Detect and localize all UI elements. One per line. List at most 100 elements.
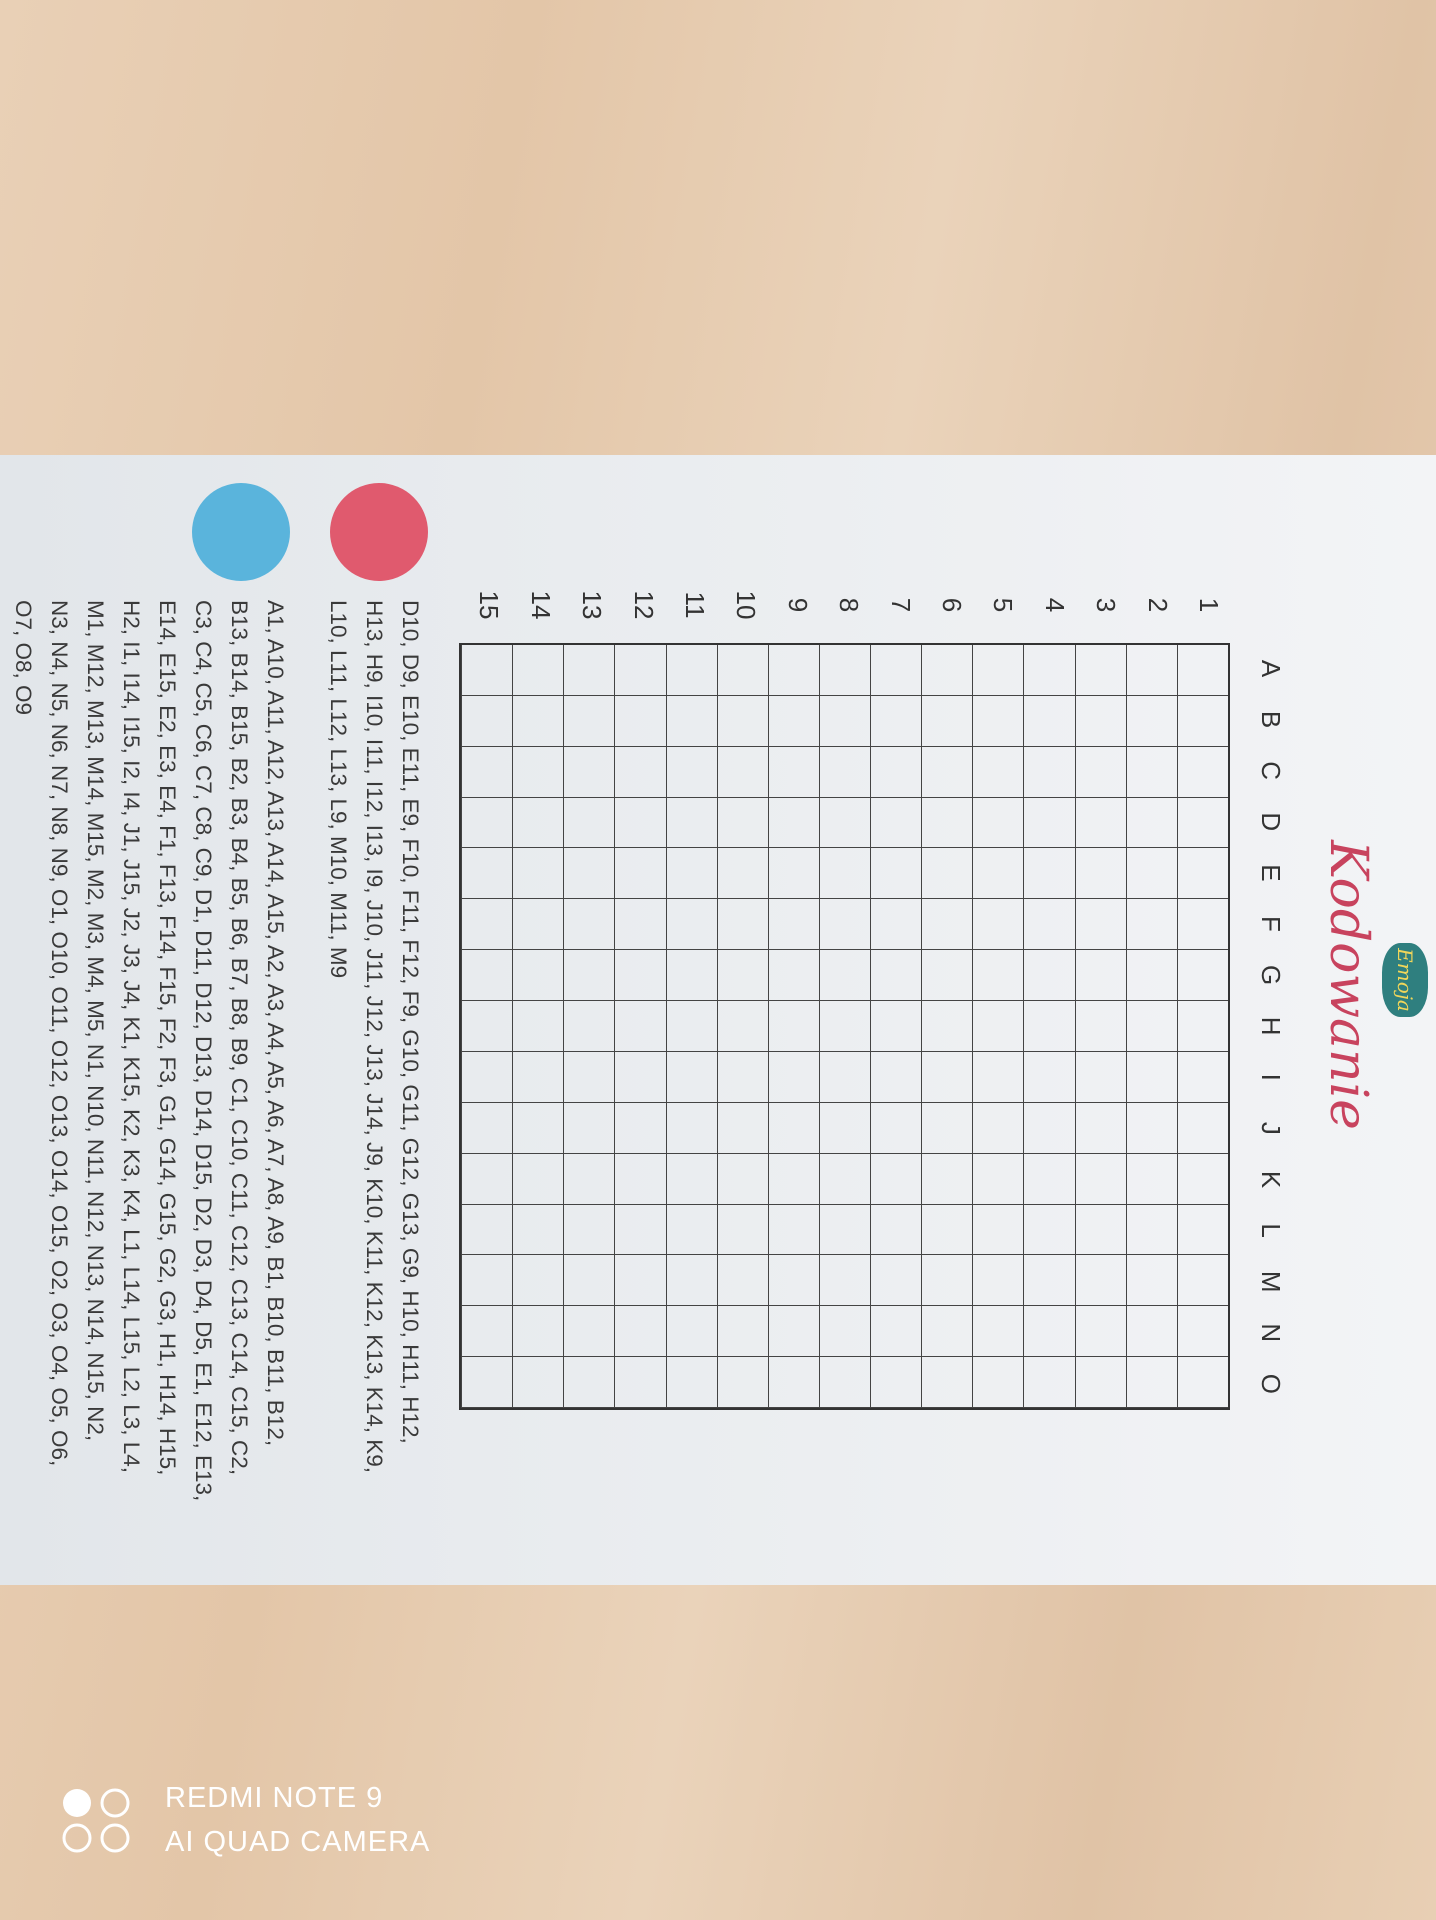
- grid-cell[interactable]: [818, 1001, 871, 1052]
- grid-cell[interactable]: [972, 746, 1024, 798]
- grid-cell[interactable]: [461, 1001, 513, 1052]
- grid-cell[interactable]: [461, 950, 513, 1002]
- grid-cell[interactable]: [1176, 645, 1228, 696]
- grid-cell[interactable]: [716, 899, 768, 951]
- grid-cell[interactable]: [1176, 1357, 1228, 1408]
- grid-cell[interactable]: [1074, 1357, 1126, 1408]
- grid-cell[interactable]: [972, 1001, 1024, 1052]
- grid-cell[interactable]: [614, 695, 666, 747]
- grid-cell[interactable]: [870, 645, 922, 696]
- grid-cell[interactable]: [1125, 1001, 1177, 1052]
- grid-cell[interactable]: [614, 645, 666, 696]
- grid-cell[interactable]: [614, 899, 666, 951]
- grid-cell[interactable]: [1074, 1204, 1126, 1256]
- grid-cell[interactable]: [716, 746, 768, 798]
- grid-cell[interactable]: [461, 1306, 513, 1358]
- grid-cell[interactable]: [767, 1001, 819, 1052]
- grid-cell[interactable]: [818, 1357, 871, 1408]
- grid-cell[interactable]: [1023, 645, 1075, 696]
- grid-cell[interactable]: [512, 797, 564, 849]
- grid-cell[interactable]: [767, 848, 819, 900]
- grid-cell[interactable]: [767, 950, 819, 1002]
- grid-cell[interactable]: [972, 695, 1024, 747]
- grid-cell[interactable]: [614, 746, 666, 798]
- grid-cell[interactable]: [461, 1357, 513, 1408]
- grid-cell[interactable]: [818, 1102, 871, 1154]
- grid-cell[interactable]: [921, 950, 973, 1002]
- grid-cell[interactable]: [1023, 1204, 1075, 1256]
- grid-cell[interactable]: [1176, 1255, 1228, 1307]
- grid-cell[interactable]: [818, 1306, 871, 1358]
- grid-cell[interactable]: [1176, 1153, 1228, 1205]
- grid-cell[interactable]: [767, 1357, 819, 1408]
- grid-cell[interactable]: [461, 1153, 513, 1205]
- grid-cell[interactable]: [665, 899, 717, 951]
- grid-cell[interactable]: [1023, 1306, 1075, 1358]
- grid-cell[interactable]: [972, 899, 1024, 951]
- grid-cell[interactable]: [818, 848, 871, 900]
- grid-cell[interactable]: [767, 1204, 819, 1256]
- grid-cell[interactable]: [870, 797, 922, 849]
- grid-cell[interactable]: [461, 797, 513, 849]
- grid-cell[interactable]: [614, 1153, 666, 1205]
- grid-cell[interactable]: [870, 1051, 922, 1103]
- grid-cell[interactable]: [665, 797, 717, 849]
- grid-cell[interactable]: [972, 797, 1024, 849]
- grid-cell[interactable]: [1023, 746, 1075, 798]
- grid-cell[interactable]: [461, 1255, 513, 1307]
- grid-cell[interactable]: [1074, 797, 1126, 849]
- grid-cell[interactable]: [665, 1357, 717, 1408]
- grid-cell[interactable]: [665, 1153, 717, 1205]
- grid-cell[interactable]: [767, 746, 819, 798]
- grid-cell[interactable]: [614, 797, 666, 849]
- grid-cell[interactable]: [972, 1255, 1024, 1307]
- grid-cell[interactable]: [461, 645, 513, 696]
- grid-cell[interactable]: [563, 1153, 615, 1205]
- grid-cell[interactable]: [921, 746, 973, 798]
- grid-cell[interactable]: [665, 645, 717, 696]
- grid-cell[interactable]: [972, 645, 1024, 696]
- grid-cell[interactable]: [921, 1102, 973, 1154]
- grid-cell[interactable]: [818, 1153, 871, 1205]
- grid-cell[interactable]: [1023, 1153, 1075, 1205]
- grid-cell[interactable]: [972, 1153, 1024, 1205]
- grid-cell[interactable]: [614, 1102, 666, 1154]
- grid-cell[interactable]: [512, 695, 564, 747]
- grid-cell[interactable]: [461, 695, 513, 747]
- grid-cell[interactable]: [1125, 950, 1177, 1002]
- grid-cell[interactable]: [1125, 645, 1177, 696]
- grid-cell[interactable]: [1176, 899, 1228, 951]
- grid-cell[interactable]: [1023, 1051, 1075, 1103]
- grid-cell[interactable]: [1074, 645, 1126, 696]
- grid-cell[interactable]: [563, 1204, 615, 1256]
- grid-cell[interactable]: [1074, 1102, 1126, 1154]
- grid-cell[interactable]: [870, 899, 922, 951]
- grid-cell[interactable]: [512, 1153, 564, 1205]
- grid-cell[interactable]: [665, 1051, 717, 1103]
- grid-cell[interactable]: [716, 695, 768, 747]
- grid-cell[interactable]: [563, 695, 615, 747]
- grid-cell[interactable]: [870, 1255, 922, 1307]
- grid-cell[interactable]: [563, 1001, 615, 1052]
- grid-cell[interactable]: [563, 797, 615, 849]
- grid-cell[interactable]: [1125, 1051, 1177, 1103]
- grid-cell[interactable]: [1074, 1051, 1126, 1103]
- grid-cell[interactable]: [1074, 1255, 1126, 1307]
- grid-cell[interactable]: [716, 1204, 768, 1256]
- grid-cell[interactable]: [870, 1357, 922, 1408]
- grid-cell[interactable]: [461, 746, 513, 798]
- grid-cell[interactable]: [1176, 1051, 1228, 1103]
- grid-cell[interactable]: [921, 1204, 973, 1256]
- grid-cell[interactable]: [1125, 899, 1177, 951]
- grid-cell[interactable]: [1125, 1255, 1177, 1307]
- grid-cell[interactable]: [818, 695, 871, 747]
- grid-cell[interactable]: [767, 797, 819, 849]
- grid-cell[interactable]: [1023, 797, 1075, 849]
- grid-cell[interactable]: [461, 1204, 513, 1256]
- grid-cell[interactable]: [921, 1357, 973, 1408]
- grid-cell[interactable]: [1023, 1255, 1075, 1307]
- grid-cell[interactable]: [870, 1153, 922, 1205]
- grid-cell[interactable]: [563, 1051, 615, 1103]
- grid-cell[interactable]: [767, 1255, 819, 1307]
- grid-cell[interactable]: [818, 746, 871, 798]
